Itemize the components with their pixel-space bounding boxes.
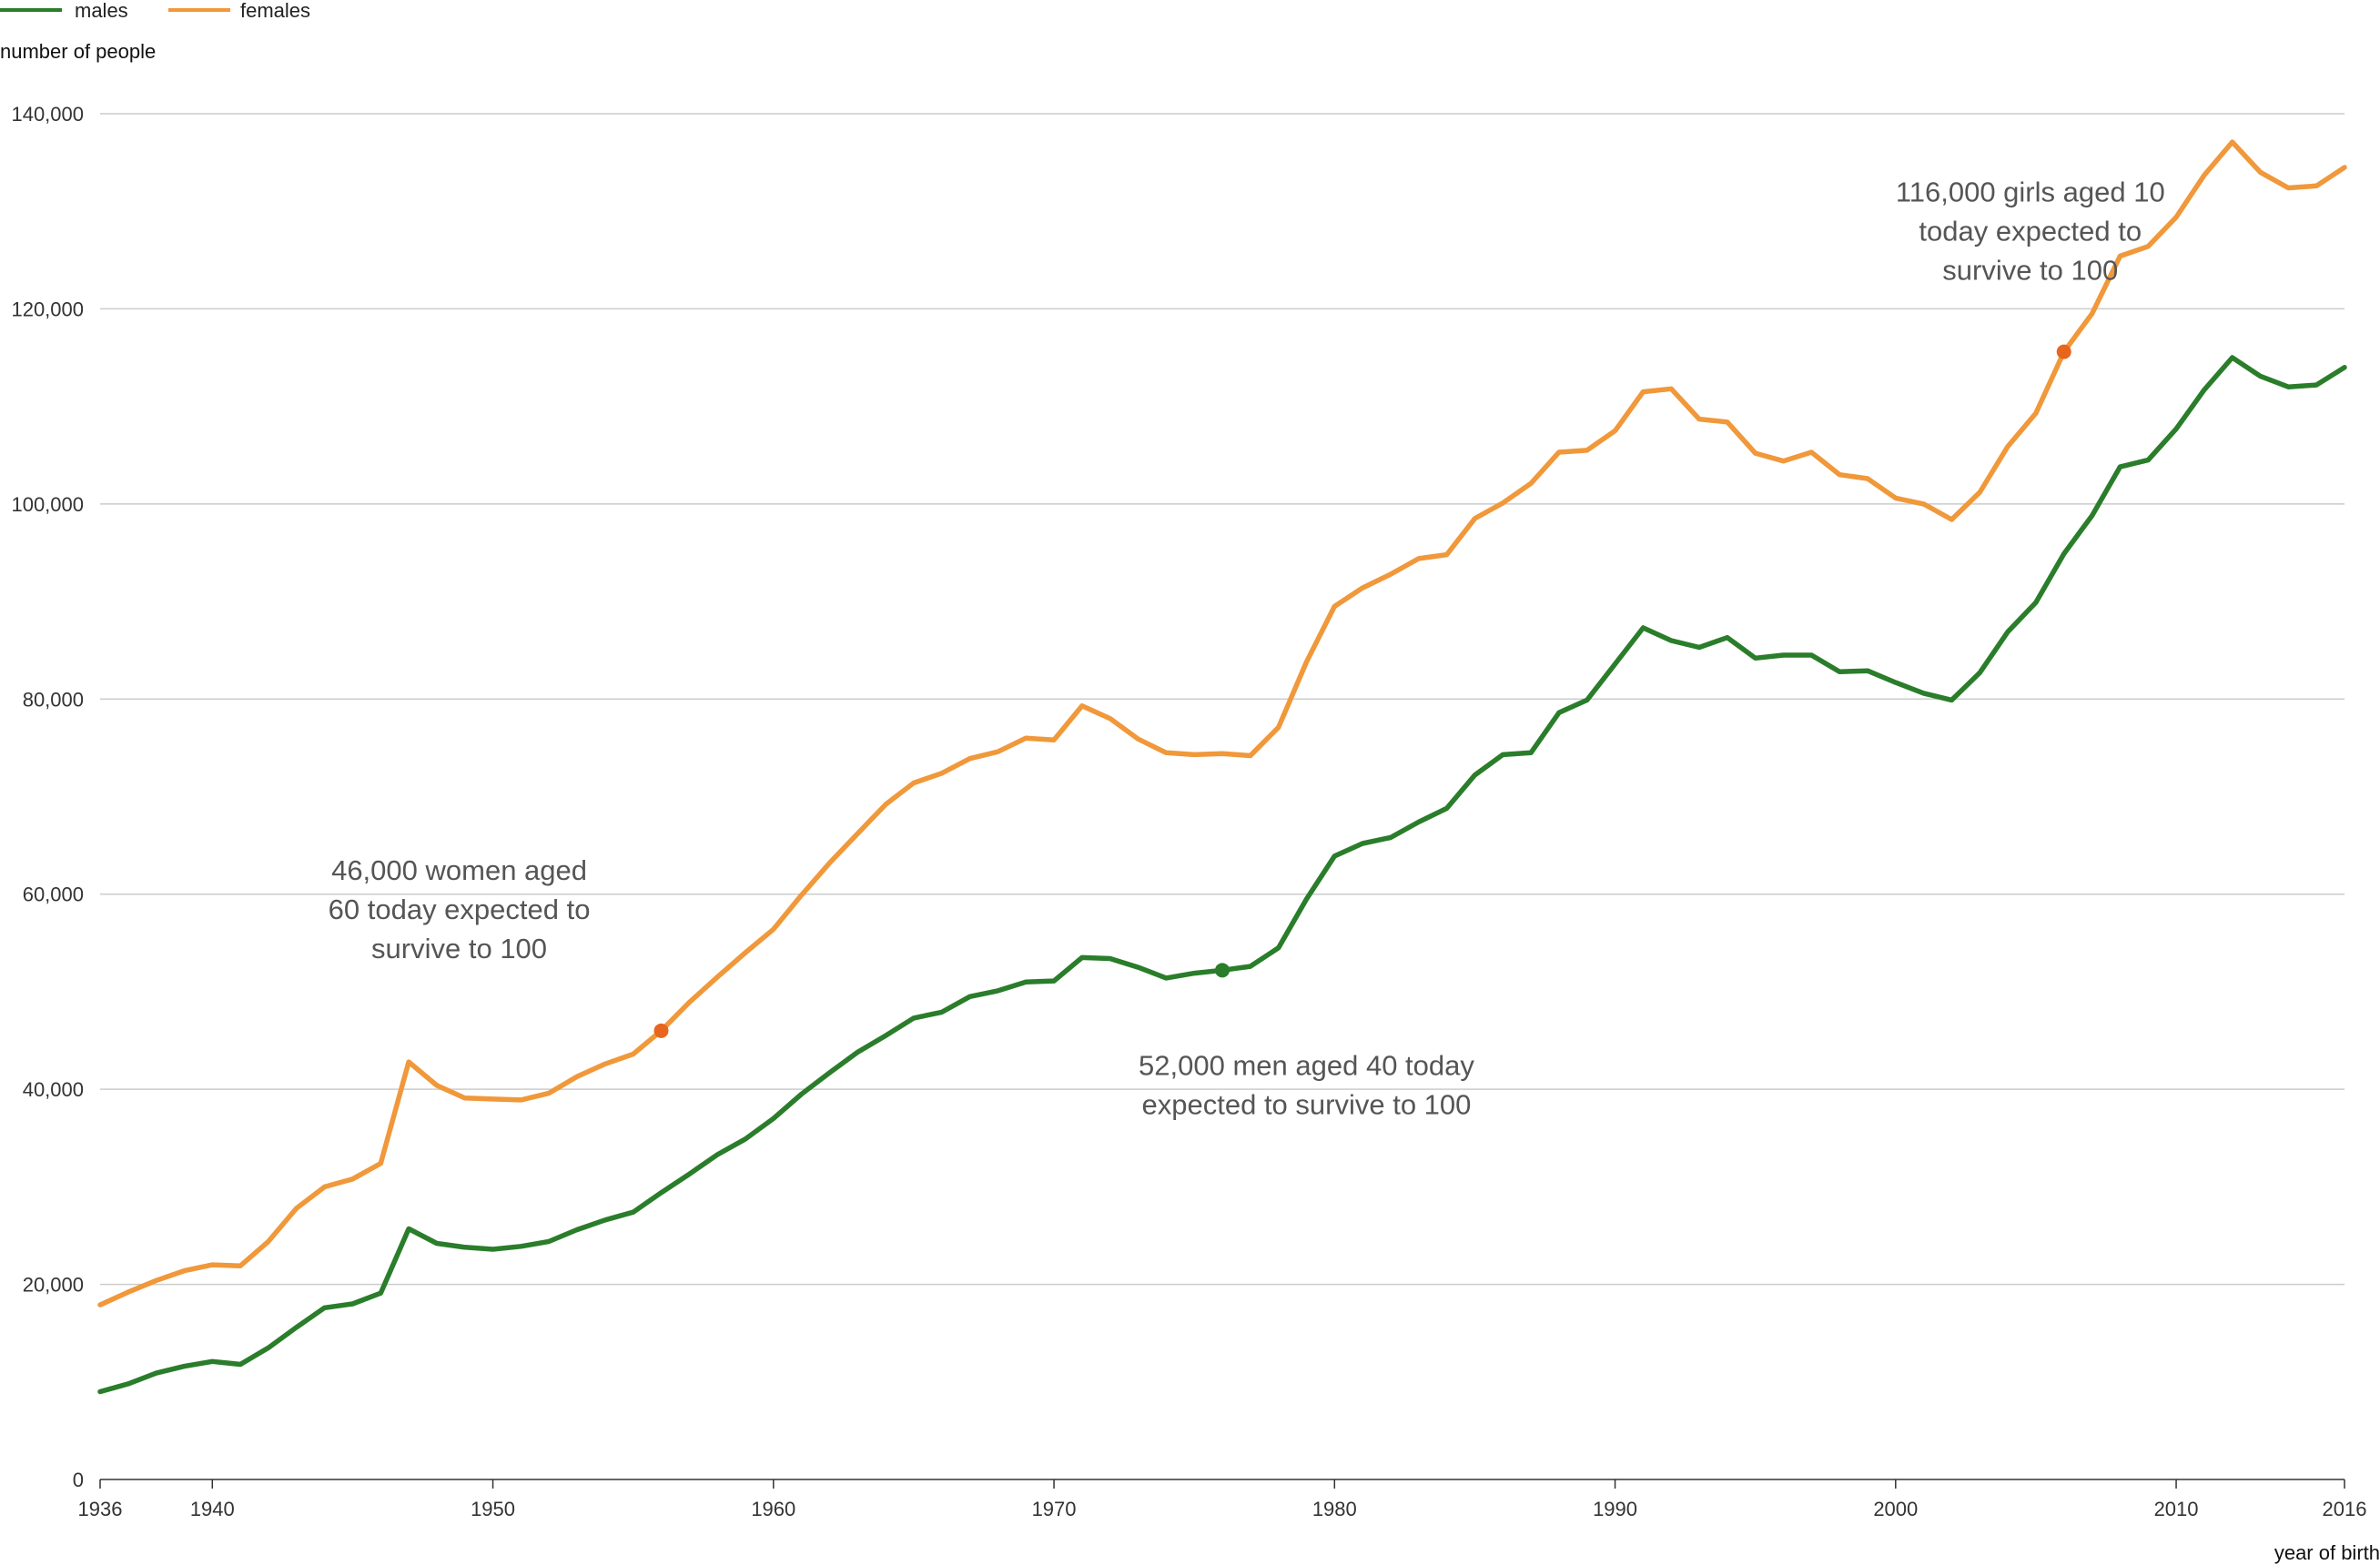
annotation-line: today expected to: [1919, 216, 2142, 247]
y-axis-label: number of people: [0, 40, 156, 63]
series-lines: [97, 139, 2347, 1395]
x-axis-ticks: 1936 1940 1950 1960 1970 1980 1990 2000 2010 2016: [78, 1479, 2367, 1520]
series-line-females: [97, 139, 2347, 1308]
x-tick-label: 1940: [190, 1498, 235, 1520]
annotation-line: 60 today expected to: [329, 894, 591, 925]
y-tick-label: 60,000: [23, 883, 84, 906]
y-tick-label: 120,000: [11, 298, 84, 320]
y-tick-label: 80,000: [23, 688, 84, 711]
annotation-line: 116,000 girls aged 10: [1896, 177, 2165, 208]
y-tick-label: 40,000: [23, 1078, 84, 1101]
x-tick-label: 1960: [751, 1498, 795, 1520]
x-tick-label: 1950: [471, 1498, 515, 1520]
x-tick-label: 1936: [78, 1498, 123, 1520]
x-tick-label: 2010: [2154, 1498, 2199, 1520]
y-tick-label: 20,000: [23, 1274, 84, 1297]
annotation-line: 46,000 women aged: [331, 854, 587, 886]
annotation-line: survive to 100: [371, 933, 547, 964]
y-tick-label: 100,000: [11, 493, 84, 516]
x-tick-label: 2000: [1873, 1498, 1918, 1520]
gridlines: [100, 113, 2345, 1286]
marker-females-1956: [653, 1023, 669, 1038]
y-axis-ticks: 0 20,000 40,000 60,000 80,000 100,000 120,000 1…: [11, 103, 84, 1491]
x-tick-label: 1970: [1032, 1498, 1077, 1520]
marker-females-2006: [2056, 344, 2071, 359]
y-tick-label: 0: [73, 1469, 84, 1491]
x-tick-label: 1980: [1312, 1498, 1357, 1520]
x-tick-label: 1990: [1593, 1498, 1637, 1520]
legend: males females: [0, 0, 310, 22]
x-tick-label: 2016: [2323, 1498, 2367, 1520]
highlight-markers: [653, 344, 2071, 1038]
legend-label-males: males: [75, 0, 128, 22]
x-axis-label: year of birth: [2274, 1541, 2380, 1564]
annotation-line: 52,000 men aged 40 today: [1139, 1049, 1474, 1081]
annotations: 46,000 women aged 60 today expected to sur…: [329, 177, 2165, 1121]
y-tick-label: 140,000: [11, 103, 84, 126]
marker-males-1976: [1215, 963, 1230, 978]
legend-label-females: females: [240, 0, 310, 22]
annotation-line: expected to survive to 100: [1142, 1088, 1472, 1120]
annotation-line: survive to 100: [1942, 255, 2118, 287]
